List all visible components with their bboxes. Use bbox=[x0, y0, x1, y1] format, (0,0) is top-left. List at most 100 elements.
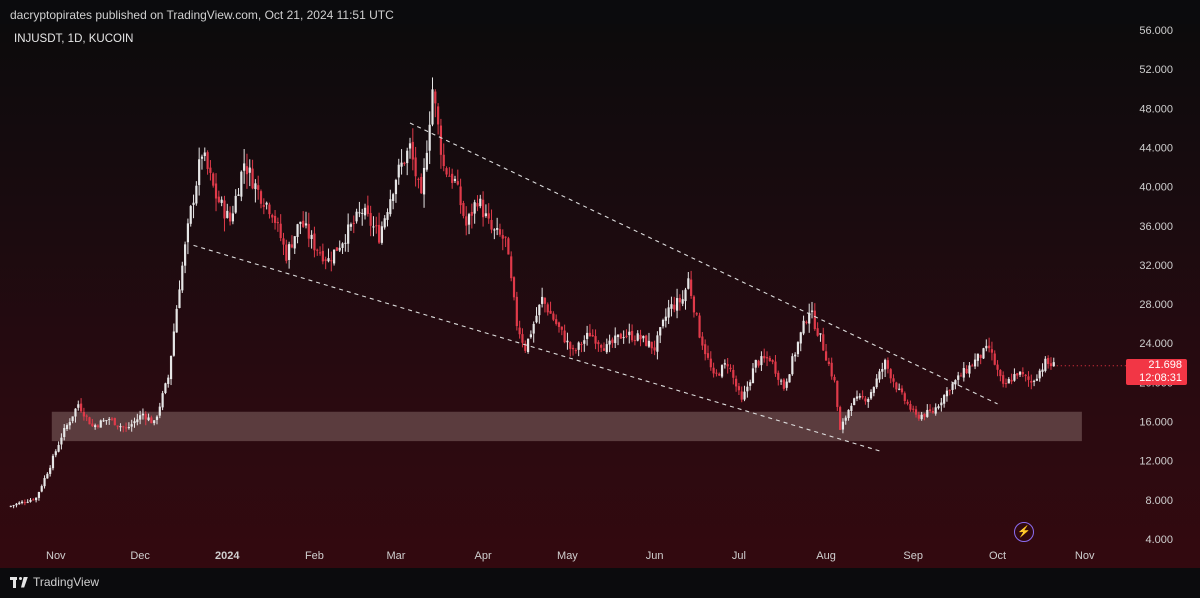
candle-body bbox=[718, 373, 721, 376]
candle-body bbox=[439, 125, 443, 155]
y-tick-label: 52.000 bbox=[1139, 64, 1173, 76]
candle-body bbox=[259, 191, 263, 204]
candle-body bbox=[943, 395, 946, 404]
candle-body bbox=[377, 224, 381, 243]
time-axis[interactable]: Nov Dec 2024 Feb Mar Apr May Jun Jul Aug Sep Oct Nov bbox=[46, 550, 1095, 562]
candle-body bbox=[442, 154, 445, 167]
candle-body bbox=[1007, 379, 1010, 384]
x-tick-label: Feb bbox=[305, 550, 324, 562]
candle-body bbox=[645, 335, 648, 346]
candle-body bbox=[597, 342, 600, 345]
candle-body bbox=[77, 404, 80, 408]
candle-body bbox=[990, 349, 994, 353]
candle-body bbox=[363, 207, 367, 216]
candle-body bbox=[293, 236, 296, 249]
candle-body bbox=[470, 212, 473, 216]
candle-body bbox=[720, 365, 724, 377]
candle-body bbox=[375, 225, 378, 227]
candle-body bbox=[57, 444, 60, 452]
symbol-legend[interactable]: INJUSDT, 1D, KUCOIN bbox=[14, 33, 134, 45]
candle-body bbox=[257, 185, 260, 190]
candle-body bbox=[49, 467, 52, 474]
candle-body bbox=[37, 492, 41, 498]
candle-body bbox=[639, 334, 642, 340]
candle-body bbox=[706, 353, 710, 358]
candle-body bbox=[428, 124, 431, 151]
candle-body bbox=[574, 350, 577, 352]
candle-body bbox=[94, 425, 97, 428]
candle-body bbox=[979, 354, 982, 358]
candle-body bbox=[903, 393, 906, 401]
candle-body bbox=[532, 323, 535, 334]
candle-body bbox=[928, 409, 932, 412]
candle-body bbox=[1047, 357, 1050, 364]
candle-body bbox=[951, 383, 954, 390]
candle-body bbox=[490, 220, 493, 230]
candle-body bbox=[619, 333, 622, 339]
candle-body bbox=[853, 398, 856, 406]
candle-body bbox=[1010, 379, 1013, 382]
candle-body bbox=[147, 417, 150, 421]
candle-body bbox=[737, 386, 741, 391]
candle-body bbox=[127, 427, 130, 429]
candle-body bbox=[262, 205, 265, 207]
candle-body bbox=[726, 364, 729, 367]
candle-body bbox=[130, 424, 133, 427]
candle-body bbox=[352, 222, 355, 224]
candle-body bbox=[600, 344, 603, 348]
candle-body bbox=[681, 299, 684, 304]
candle-body bbox=[914, 409, 918, 415]
candle-body bbox=[420, 176, 423, 194]
candle-body bbox=[594, 336, 597, 344]
candle-body bbox=[465, 216, 468, 226]
candle-body bbox=[108, 418, 111, 420]
candle-body bbox=[895, 382, 898, 390]
y-tick-label: 44.000 bbox=[1139, 142, 1173, 154]
lightning-bolt-icon[interactable]: ⚡ bbox=[1014, 522, 1034, 542]
candle-body bbox=[557, 322, 561, 327]
candle-body bbox=[254, 183, 257, 190]
candle-body bbox=[324, 259, 327, 261]
candle-body bbox=[985, 345, 988, 349]
candle-body bbox=[184, 244, 187, 266]
candle-body bbox=[279, 223, 282, 239]
candle-body bbox=[993, 353, 996, 365]
candle-body bbox=[467, 214, 471, 225]
footer-brand[interactable]: TradingView bbox=[10, 575, 99, 589]
candle-body bbox=[425, 152, 428, 170]
candle-body bbox=[18, 502, 21, 505]
candle-body bbox=[659, 327, 662, 336]
candle-body bbox=[167, 377, 170, 384]
candle-body bbox=[158, 406, 161, 416]
candle-body bbox=[869, 392, 873, 399]
candle-body bbox=[231, 213, 234, 222]
candle-body bbox=[507, 238, 510, 255]
candle-body bbox=[228, 212, 232, 222]
last-price-tag: 21.698 12:08:31 bbox=[1126, 359, 1187, 385]
candle-body bbox=[841, 421, 845, 430]
candle-body bbox=[20, 501, 24, 503]
candle-body bbox=[678, 297, 681, 303]
candle-body bbox=[712, 367, 715, 374]
candle-body bbox=[549, 310, 552, 314]
candle-body bbox=[898, 388, 901, 390]
candle-body bbox=[479, 198, 482, 207]
chart-panel[interactable] bbox=[0, 24, 1200, 568]
candle-body bbox=[760, 356, 763, 366]
candle-body bbox=[912, 408, 915, 410]
candle-body bbox=[304, 223, 308, 226]
candle-body bbox=[99, 420, 102, 428]
candle-body bbox=[1024, 374, 1027, 376]
candle-body bbox=[501, 235, 504, 239]
candle-body bbox=[214, 183, 218, 199]
candle-body bbox=[920, 414, 923, 420]
candle-body bbox=[403, 162, 406, 164]
candle-body bbox=[1044, 358, 1047, 371]
candle-body bbox=[178, 289, 181, 308]
candle-body bbox=[560, 326, 563, 330]
x-tick-label: Nov bbox=[1075, 550, 1095, 562]
candle-body bbox=[844, 417, 847, 421]
price-axis[interactable]: 56.000 52.000 48.000 44.000 40.000 36.000 32.0… bbox=[1139, 25, 1173, 546]
candle-body bbox=[771, 360, 774, 362]
